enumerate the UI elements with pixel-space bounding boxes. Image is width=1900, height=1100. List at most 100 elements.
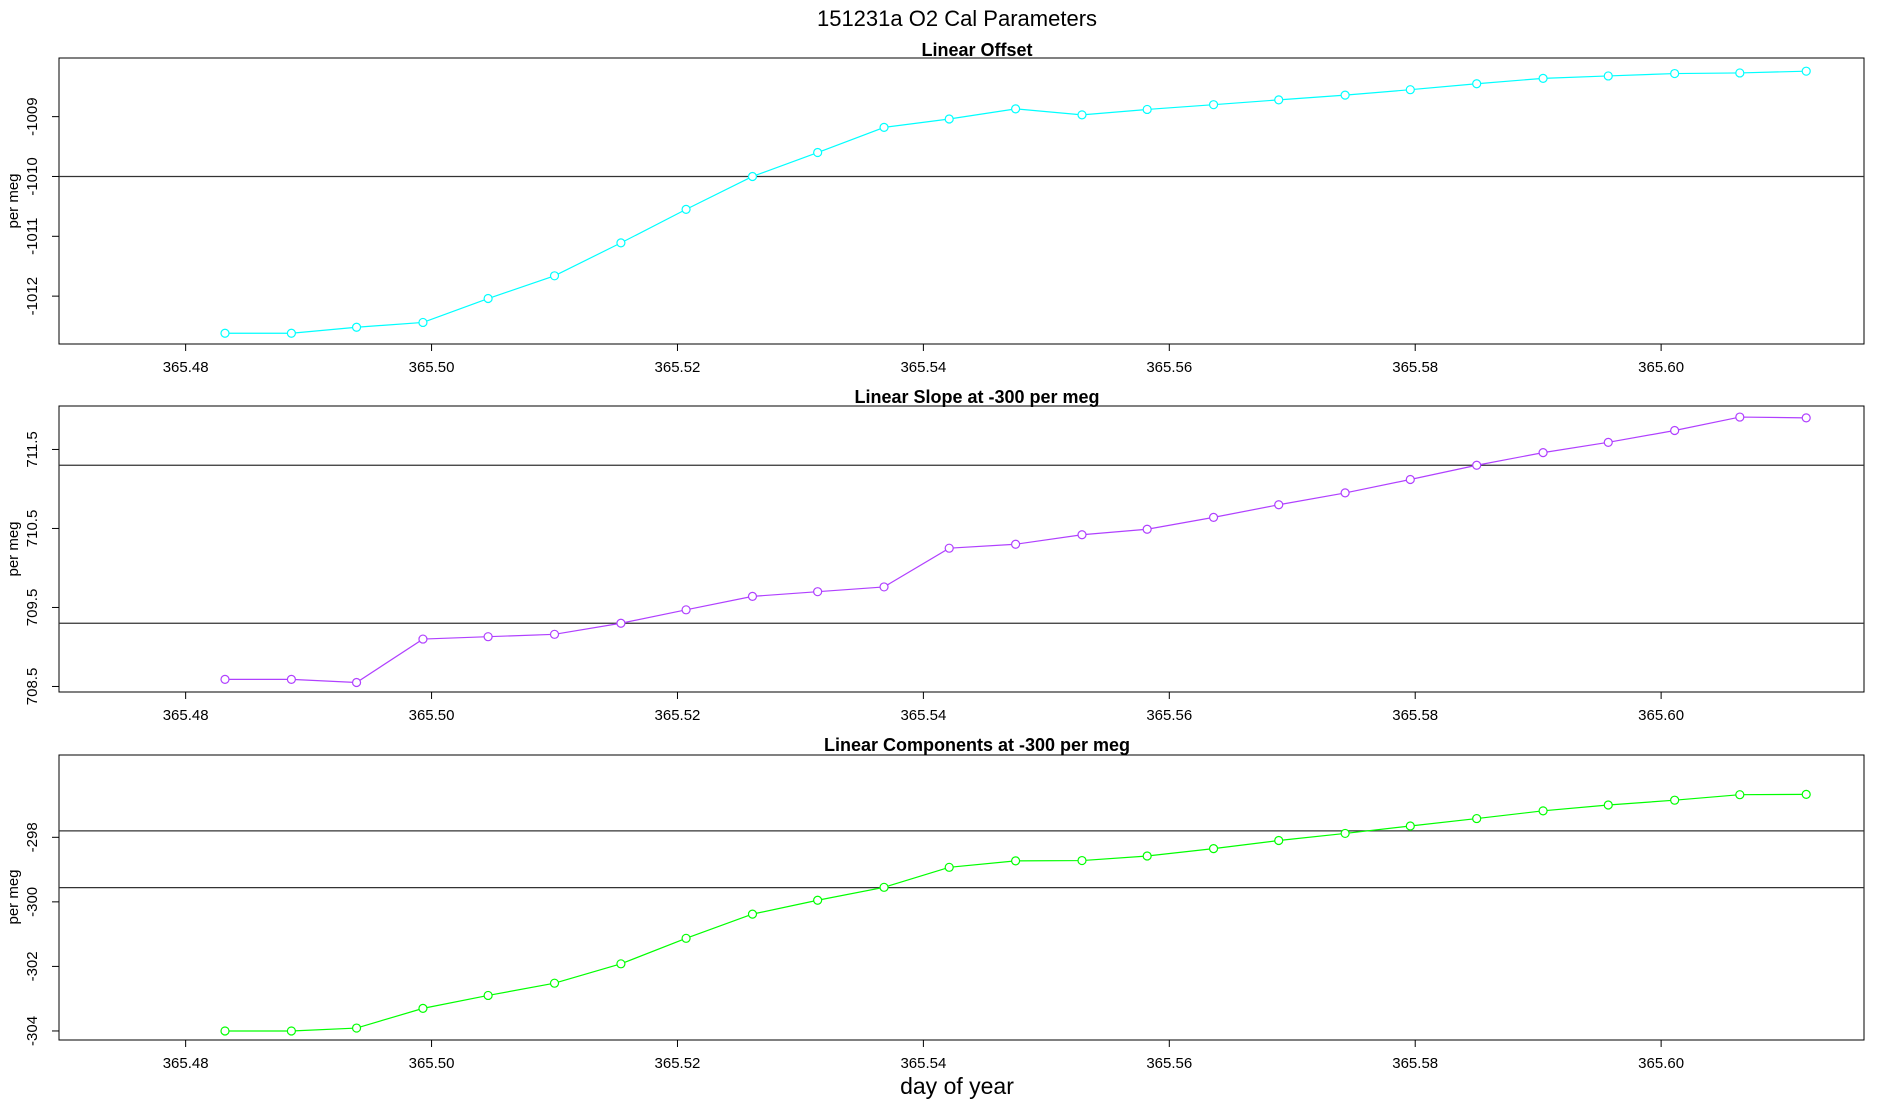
data-point [944,114,954,124]
data-point [1801,66,1811,76]
data-point [1011,539,1021,549]
data-point [681,933,691,943]
data-point [616,959,626,969]
data-point [747,591,758,602]
data-point [286,674,296,684]
data-point [813,147,823,158]
x-tick-label: 365.54 [900,359,946,376]
data-point [1142,104,1152,115]
x-tick-label: 365.54 [900,707,946,724]
data-point [1274,500,1284,510]
data-point [549,271,560,281]
data-point [220,328,230,338]
data-point [1538,806,1548,816]
x-tick-label: 365.48 [163,359,209,376]
y-tick-label: 711.5 [24,431,41,467]
panel-title: Linear Slope at -300 per meg [854,387,1099,407]
x-tick-label: 365.48 [163,1055,209,1072]
data-point [879,122,889,133]
panel-linear-slope: Linear Slope at -300 per meg per meg 365… [5,387,1865,724]
y-tick-label: -1010 [24,157,41,195]
y-tick-label: 709.5 [24,589,41,627]
data-point [351,1023,362,1033]
y-tick-label: -298 [24,822,41,852]
data-point [813,895,823,905]
data-point [351,677,362,688]
x-tick-label: 365.60 [1638,359,1684,376]
x-tick-label: 365.54 [900,1055,946,1072]
data-point [1274,95,1284,105]
data-point [747,909,758,919]
y-axis-label: per meg [5,869,22,924]
data-point [747,171,758,182]
data-point [220,1026,230,1036]
data-point [944,862,954,872]
data-point [1735,412,1745,422]
data-point [616,618,626,628]
data-point [1142,524,1152,534]
data-point [1472,813,1482,824]
data-point [1801,413,1811,423]
y-tick-label: -302 [24,951,41,981]
data-point [1011,856,1021,866]
data-point [286,328,296,338]
panel-linear-components: Linear Components at -300 per meg per me… [5,735,1865,1072]
data-point [1208,512,1219,522]
data-point [220,674,230,684]
data-point [483,632,493,642]
data-point [1670,68,1680,79]
figure-title: 151231a O2 Cal Parameters [817,6,1097,31]
data-point [1405,85,1415,95]
data-point [879,582,889,592]
data-point [1670,795,1680,805]
data-point [1603,71,1613,81]
data-point [1077,855,1087,866]
x-tick-label: 365.60 [1638,707,1684,724]
data-point [418,634,428,644]
data-point [549,978,560,988]
data-point [1538,448,1548,458]
series-line [224,793,1807,1032]
data-point [549,629,560,639]
data-point [1208,100,1219,110]
x-tick-label: 365.52 [655,1055,701,1072]
data-point [1472,460,1482,470]
y-tick-label: 708.5 [24,668,41,706]
x-tick-label: 365.58 [1392,707,1438,724]
data-point [1472,79,1482,89]
data-point [681,605,691,615]
x-tick-label: 365.60 [1638,1055,1684,1072]
y-axis-label: per meg [5,173,22,228]
data-point [1208,844,1219,854]
x-tick-label: 365.52 [655,359,701,376]
panel-title: Linear Components at -300 per meg [824,735,1130,755]
x-tick-label: 365.58 [1392,359,1438,376]
y-tick-label: -1009 [24,97,41,135]
data-point [1538,73,1548,83]
panel-linear-offset: Linear Offset per meg 365.48 365.50 365.52… [5,40,1865,376]
x-tick-label: 365.56 [1146,359,1192,376]
y-tick-label: -1012 [24,277,41,315]
panel-title: Linear Offset [921,40,1032,60]
y-tick-label: 710.5 [24,510,41,548]
data-point [483,990,493,1001]
data-point [1142,851,1152,861]
data-point [944,543,954,553]
x-tick-label: 365.50 [409,359,455,376]
y-tick-label: -300 [24,887,41,917]
y-tick-label: -1011 [24,218,41,255]
data-point [616,238,626,248]
plot-frame [58,405,1865,693]
data-point [1735,790,1745,800]
x-tick-label: 365.52 [655,707,701,724]
plot-frame [58,57,1865,345]
data-point [1670,425,1680,436]
plot-frame [58,754,1865,1041]
x-tick-label: 365.50 [409,707,455,724]
x-tick-label: 365.48 [163,707,209,724]
x-tick-label: 365.50 [409,1055,455,1072]
data-point [1077,110,1087,120]
data-point [1405,821,1415,831]
data-point [418,317,428,328]
